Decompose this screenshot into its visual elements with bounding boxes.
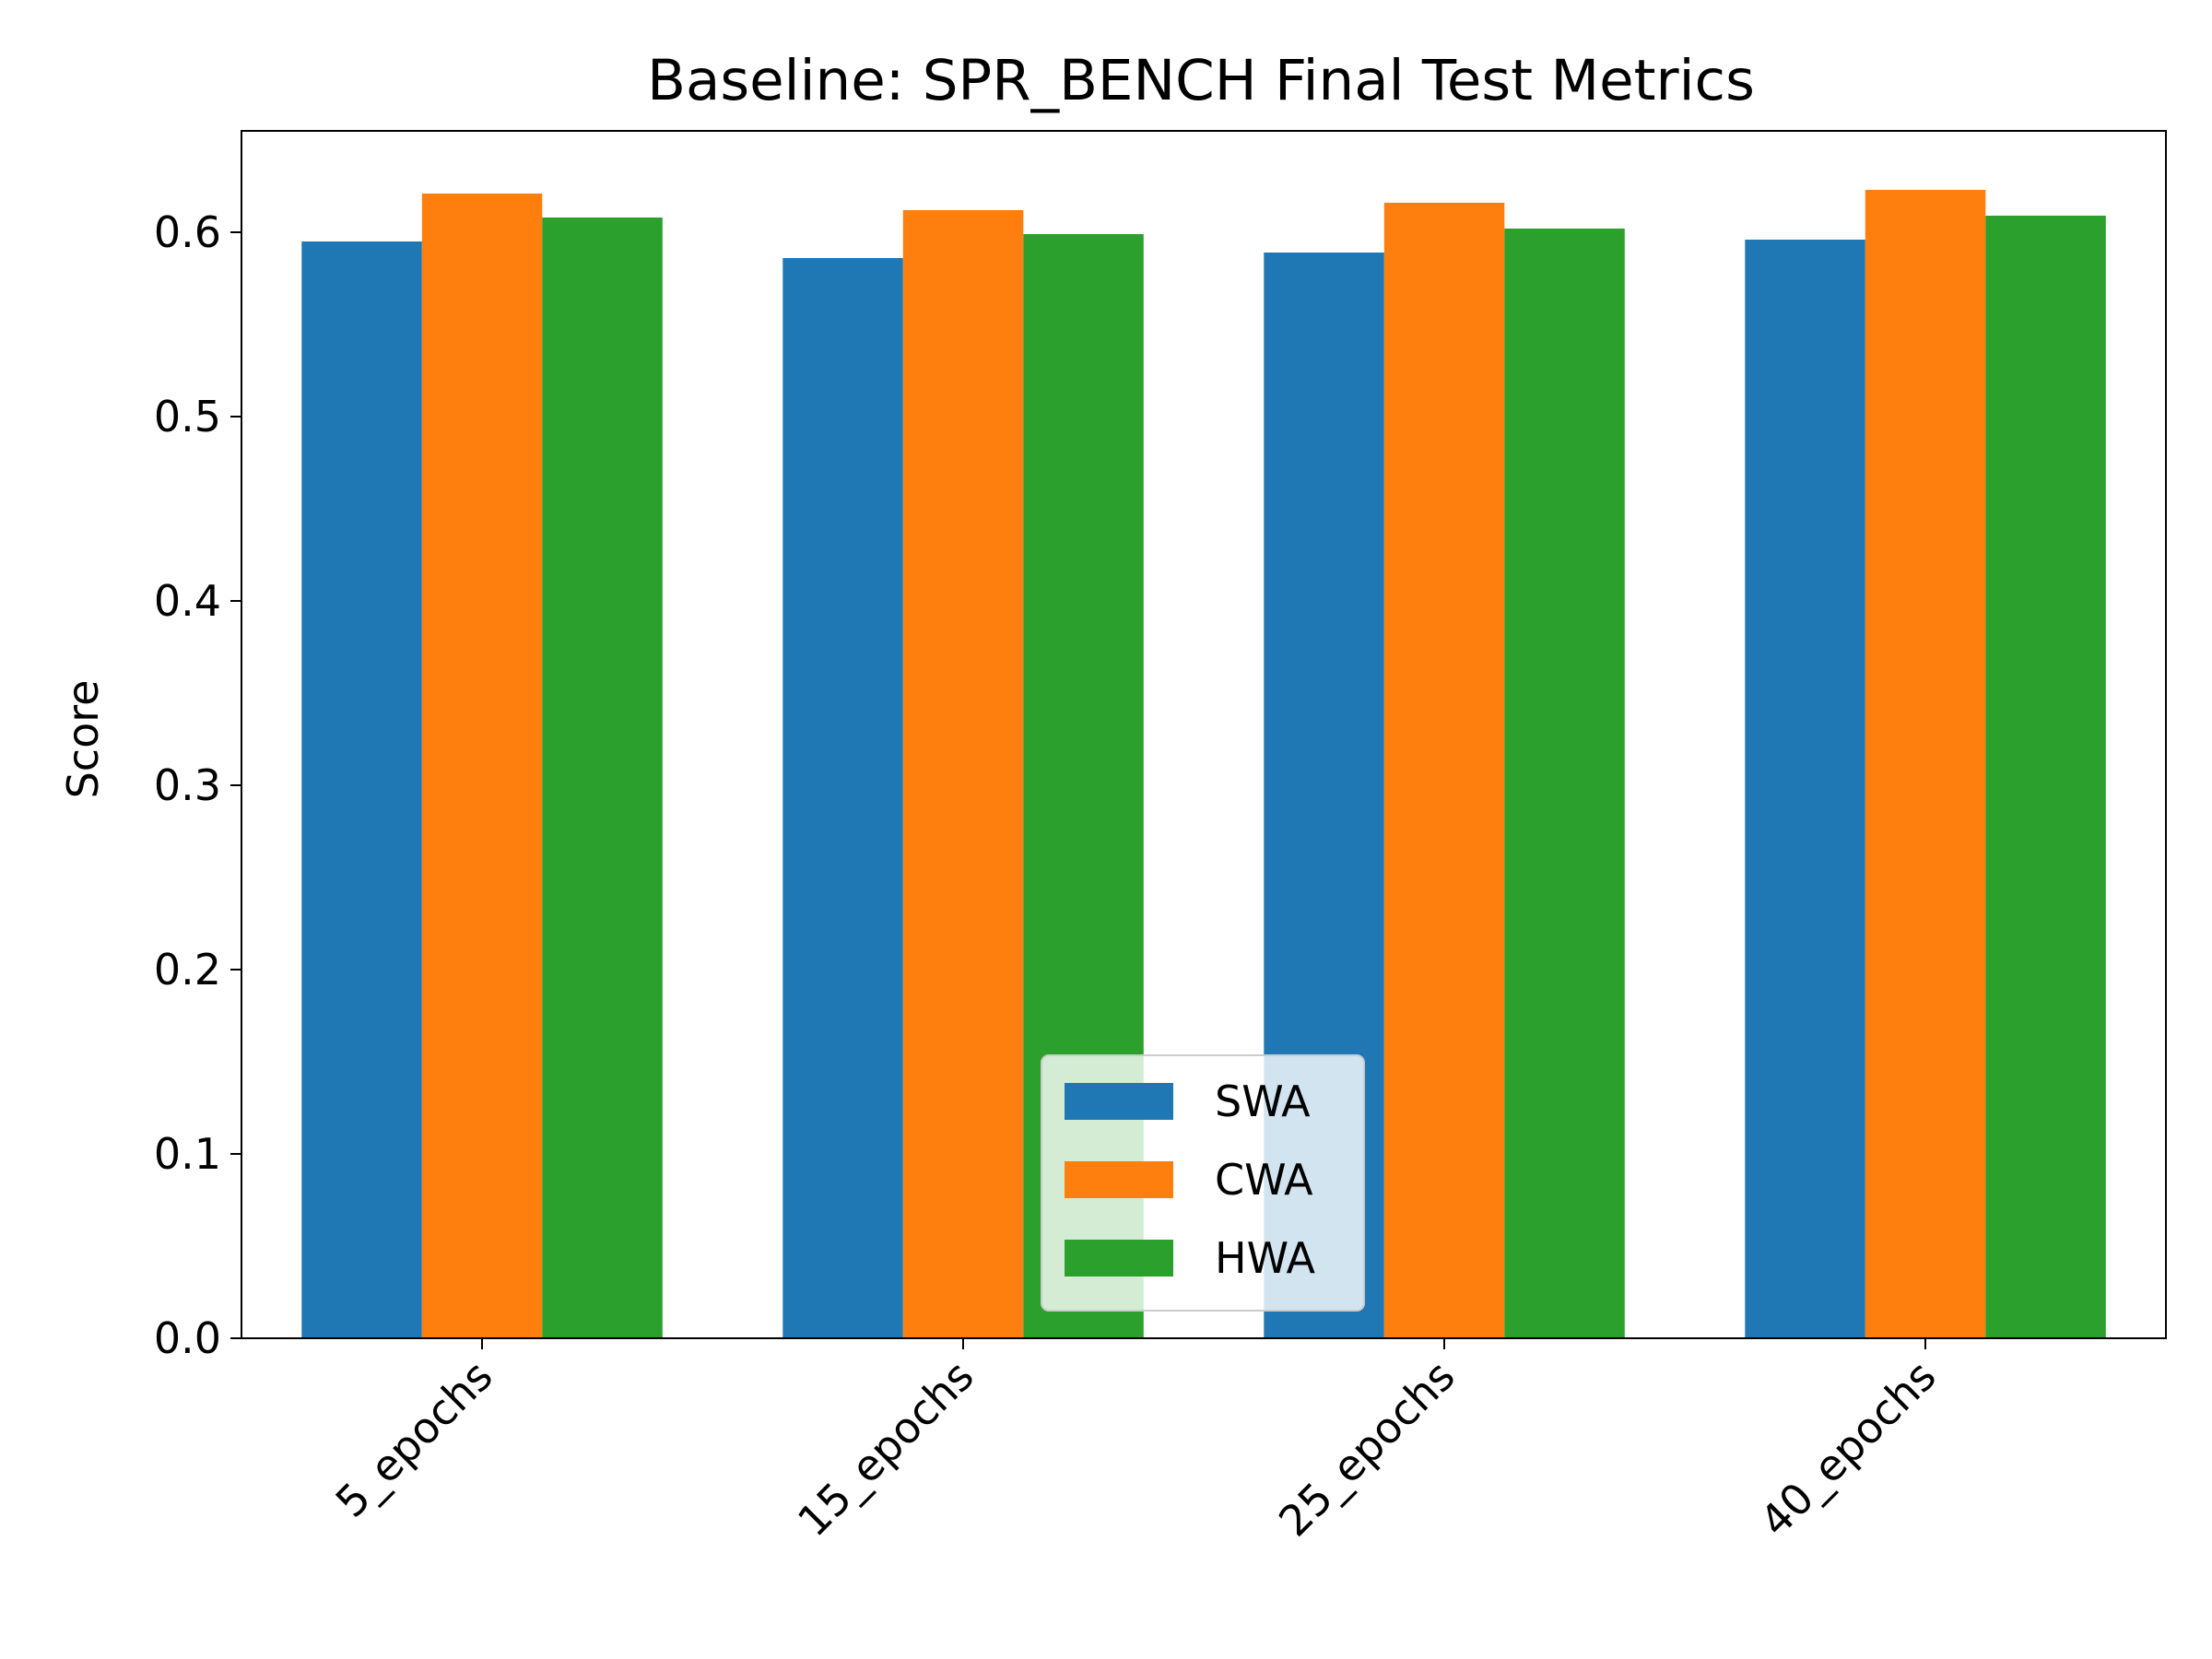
- bar-cwa-15_epochs: [902, 210, 1024, 1338]
- y-tick-label: 0.1: [154, 1129, 221, 1179]
- bar-cwa-25_epochs: [1383, 203, 1505, 1338]
- y-tick-label: 0.2: [154, 945, 221, 994]
- bar-swa-15_epochs: [782, 258, 903, 1338]
- plot-frame: [241, 130, 2167, 1339]
- y-tick-label: 0.3: [154, 760, 221, 810]
- bar-hwa-5_epochs: [542, 218, 663, 1338]
- y-tick-label: 0.0: [154, 1313, 221, 1363]
- bar-hwa-40_epochs: [1985, 216, 2106, 1338]
- bar-swa-40_epochs: [1745, 240, 1865, 1338]
- bar-swa-5_epochs: [301, 241, 422, 1338]
- chart-title: Baseline: SPR_BENCH Final Test Metrics: [647, 48, 1755, 113]
- y-tick-label: 0.5: [154, 392, 221, 441]
- bar-hwa-25_epochs: [1504, 229, 1625, 1338]
- bar-cwa-5_epochs: [421, 194, 543, 1338]
- y-tick-label: 0.6: [154, 207, 221, 257]
- legend: SWA CWA HWA: [1041, 1054, 1365, 1312]
- legend-label-hwa: HWA: [1215, 1233, 1316, 1283]
- bar-cwa-40_epochs: [1865, 190, 1986, 1338]
- legend-label-swa: SWA: [1215, 1077, 1311, 1126]
- y-axis-label: Score: [58, 680, 108, 799]
- legend-swatch-cwa: [1065, 1161, 1173, 1198]
- y-tick-label: 0.4: [154, 576, 221, 626]
- legend-swatch-hwa: [1065, 1240, 1173, 1277]
- legend-swatch-swa: [1065, 1083, 1173, 1120]
- legend-label-cwa: CWA: [1215, 1155, 1313, 1205]
